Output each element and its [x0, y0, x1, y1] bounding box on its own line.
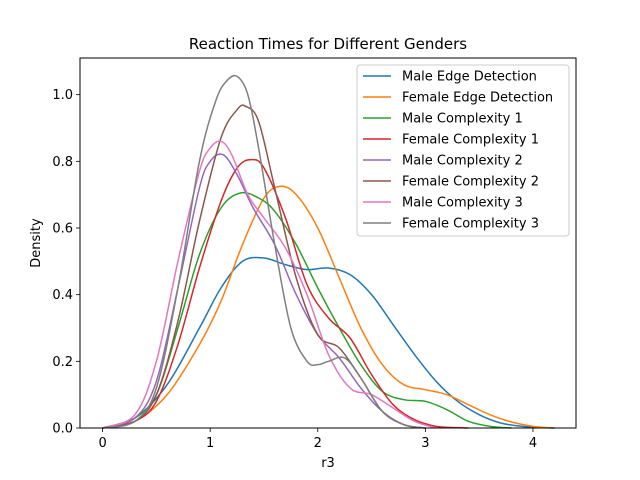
y-tick-label: 0.2 [52, 355, 73, 370]
x-tick-label: 0 [98, 436, 106, 451]
series-line-3 [102, 191, 512, 429]
y-tick-label: 0.0 [52, 422, 73, 437]
legend-label: Male Complexity 1 [402, 112, 523, 127]
y-axis-label: Density [29, 218, 44, 268]
y-tick-label: 0.8 [52, 155, 73, 170]
series-line-2 [102, 185, 555, 429]
x-axis-label: r3 [321, 456, 335, 471]
legend: Male Edge Detection Female Edge Detection… [356, 64, 570, 237]
legend-label: Female Complexity 1 [402, 133, 539, 148]
y-tick-label: 1.0 [52, 88, 73, 103]
series-line-1 [102, 256, 555, 429]
legend-label: Female Complexity 3 [402, 217, 539, 232]
x-tick-label: 1 [206, 436, 214, 451]
chart-title: Reaction Times for Different Genders [189, 35, 467, 53]
plot-frame [79, 57, 577, 429]
y-tick-label: 0.6 [52, 222, 73, 237]
x-tick-label: 4 [529, 436, 537, 451]
legend-label: Female Edge Detection [402, 91, 553, 106]
x-tick-label: 3 [421, 436, 429, 451]
legend-box [356, 64, 570, 237]
legend-label: Male Edge Detection [402, 70, 537, 85]
legend-label: Male Complexity 3 [402, 196, 523, 211]
series-lines [102, 74, 555, 429]
legend-label: Female Complexity 2 [402, 175, 539, 190]
series-line-8 [102, 74, 426, 429]
series-line-4 [102, 158, 469, 429]
y-axis-ticks: 0.0 0.2 0.4 0.6 0.8 1.0 [52, 88, 80, 437]
x-axis-ticks: 0 1 2 3 4 [98, 428, 537, 451]
x-tick-label: 2 [314, 436, 322, 451]
legend-label: Male Complexity 2 [402, 154, 523, 169]
y-tick-label: 0.4 [52, 288, 73, 303]
